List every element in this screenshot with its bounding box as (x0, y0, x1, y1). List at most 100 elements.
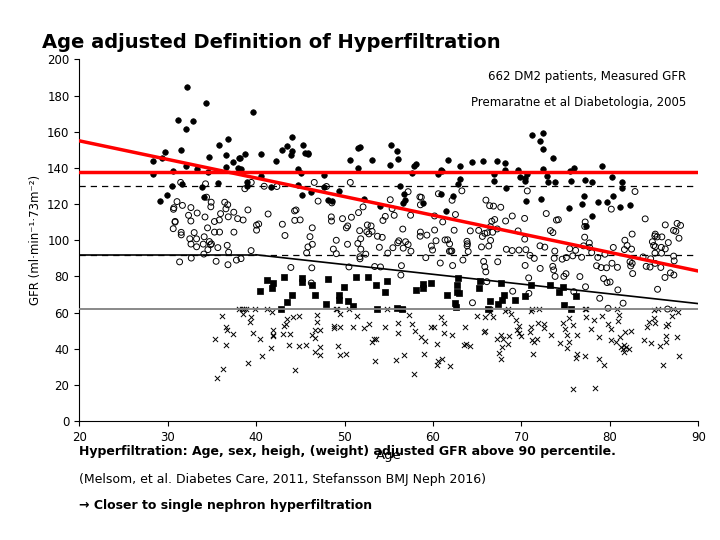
Point (594, 294, 606, 302)
Point (606, 325, 617, 334)
Point (402, 187, 414, 196)
Point (337, 214, 348, 223)
Point (487, 202, 499, 211)
Point (549, 272, 561, 281)
Point (220, 341, 231, 349)
Point (352, 164, 364, 172)
Point (562, 330, 573, 339)
Point (323, 274, 334, 283)
Point (209, 228, 220, 237)
Point (495, 355, 507, 363)
Point (589, 316, 600, 325)
Point (568, 287, 580, 296)
Point (414, 193, 426, 201)
Point (205, 198, 217, 206)
Point (624, 258, 636, 266)
Point (202, 224, 213, 232)
Point (366, 227, 378, 236)
Point (655, 263, 667, 272)
Point (534, 241, 546, 250)
Point (410, 159, 422, 168)
Point (169, 218, 181, 226)
Point (306, 330, 318, 339)
Point (328, 323, 339, 332)
Point (613, 316, 624, 325)
Point (439, 235, 451, 244)
Point (649, 242, 661, 251)
Point (271, 182, 283, 191)
Point (441, 291, 452, 299)
Point (618, 345, 629, 354)
Point (580, 282, 591, 291)
Point (342, 297, 354, 306)
Point (649, 249, 661, 258)
Point (333, 187, 345, 196)
Point (489, 177, 500, 186)
Point (240, 305, 251, 313)
Point (310, 334, 321, 342)
Point (333, 291, 344, 300)
Point (567, 384, 579, 393)
Point (446, 247, 458, 255)
Point (209, 335, 220, 343)
Point (519, 177, 531, 186)
Point (458, 341, 469, 349)
Point (667, 226, 679, 235)
Point (403, 310, 415, 319)
Point (656, 233, 667, 241)
Point (486, 217, 498, 226)
Point (282, 315, 293, 323)
Text: (Melsom, et al. Diabetes Care, 2011, Stefansson BMJ Neph 2016): (Melsom, et al. Diabetes Care, 2011, Ste… (79, 472, 486, 485)
Point (580, 313, 592, 321)
Point (532, 319, 544, 328)
Point (652, 285, 663, 294)
Point (307, 240, 318, 248)
Point (648, 306, 660, 314)
Point (452, 180, 464, 189)
Point (519, 214, 531, 222)
Point (539, 243, 551, 252)
Point (579, 233, 590, 241)
Point (285, 151, 297, 159)
Point (397, 199, 409, 207)
Point (474, 276, 485, 285)
Point (479, 327, 490, 335)
Point (369, 335, 380, 343)
Point (354, 143, 366, 151)
Point (175, 178, 186, 187)
Point (212, 178, 224, 187)
Point (660, 338, 672, 346)
Text: Hyperfiltration: Age, sex, heigh, (weight) adjusted GFR above 90 percentile.: Hyperfiltration: Age, sex, heigh, (weigh… (79, 446, 616, 458)
Text: Premaratne et al Diabetologia, 2005: Premaratne et al Diabetologia, 2005 (471, 96, 686, 109)
Point (417, 284, 428, 293)
Point (174, 258, 185, 266)
Point (491, 157, 503, 166)
Point (666, 312, 678, 321)
Point (289, 207, 300, 215)
Point (489, 215, 500, 224)
Point (499, 166, 510, 174)
Point (542, 178, 554, 186)
Point (435, 313, 446, 321)
Point (281, 320, 292, 329)
Point (524, 251, 536, 260)
Point (476, 242, 487, 251)
Y-axis label: GFR (ml·min⁻¹·73m⁻²): GFR (ml·min⁻¹·73m⁻²) (29, 176, 42, 305)
Point (228, 158, 239, 167)
Point (374, 243, 385, 252)
Point (525, 322, 536, 331)
Point (234, 153, 246, 162)
Point (614, 203, 626, 212)
Point (381, 305, 392, 313)
Point (392, 319, 404, 327)
Point (241, 178, 253, 187)
Point (221, 326, 233, 335)
Point (453, 289, 464, 298)
Point (232, 214, 243, 223)
Point (586, 211, 598, 220)
Point (500, 184, 512, 192)
Point (545, 331, 557, 340)
Point (330, 236, 342, 245)
Point (460, 340, 472, 348)
Point (415, 228, 426, 237)
